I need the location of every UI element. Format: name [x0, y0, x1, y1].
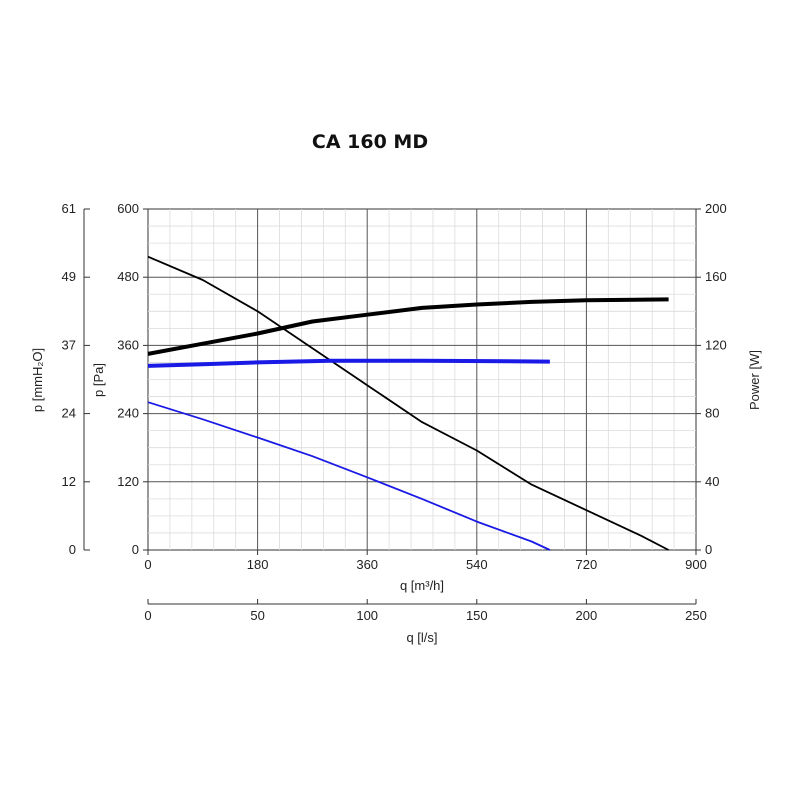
y-left-tick-label: 480	[117, 269, 139, 284]
y-left-axis-label: p [Pa]	[91, 363, 106, 397]
x-secondary-axis-label: q [l/s]	[406, 630, 437, 645]
y-right-tick-label: 160	[705, 269, 727, 284]
x-tick-label: 360	[356, 557, 378, 572]
x-tick-label: 900	[685, 557, 707, 572]
y-right-tick-label: 200	[705, 201, 727, 216]
x-secondary-tick-label: 50	[250, 608, 264, 623]
y-right-tick-label: 40	[705, 474, 719, 489]
y-left-outer-tick-label: 0	[69, 542, 76, 557]
x-tick-label: 0	[144, 557, 151, 572]
y-left-outer-tick-label: 61	[62, 201, 76, 216]
power-curve-black	[147, 297, 669, 356]
series-group	[147, 255, 670, 551]
x-tick-label: 720	[576, 557, 598, 572]
x-axis-label: q [m³/h]	[400, 578, 444, 593]
x-secondary-tick-label: 0	[144, 608, 151, 623]
x-secondary-tick-label: 200	[576, 608, 598, 623]
chart-title: CA 160 MD	[311, 131, 429, 153]
axes: 6149372412060048036024012002001601208040…	[62, 201, 727, 623]
x-secondary-tick-label: 100	[356, 608, 378, 623]
y-left-outer-tick-label: 12	[62, 474, 76, 489]
y-left-tick-label: 0	[132, 542, 139, 557]
y-right-tick-label: 80	[705, 406, 719, 421]
x-tick-label: 540	[466, 557, 488, 572]
power-curve-blue	[147, 358, 550, 368]
y-left-outer-tick-label: 49	[62, 269, 76, 284]
y-left-tick-label: 360	[117, 337, 139, 352]
y-left-tick-label: 240	[117, 406, 139, 421]
pressure-curve-black	[147, 255, 670, 551]
y-left-outer-tick-label: 24	[62, 406, 76, 421]
y-right-tick-label: 120	[705, 337, 727, 352]
y-right-axis-label: Power [W]	[747, 350, 762, 410]
x-secondary-tick-label: 150	[466, 608, 488, 623]
grid	[148, 209, 696, 550]
y-left-tick-label: 600	[117, 201, 139, 216]
y-left-tick-label: 120	[117, 474, 139, 489]
pressure-curve-blue	[147, 401, 551, 551]
y-left-outer-tick-label: 37	[62, 337, 76, 352]
y-right-tick-label: 0	[705, 542, 712, 557]
x-tick-label: 180	[247, 557, 269, 572]
y-left-outer-axis-label: p [mmH₂O]	[30, 348, 45, 412]
x-secondary-tick-label: 250	[685, 608, 707, 623]
